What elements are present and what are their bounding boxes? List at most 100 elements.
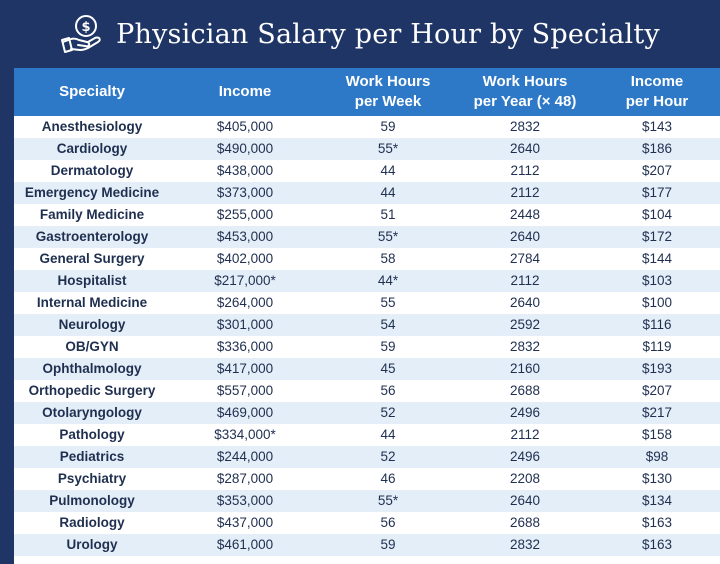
cell-income: $417,000 (216, 361, 274, 376)
cell-income-hour: $207 (641, 163, 673, 178)
cell-specialty: Otolaryngology (42, 405, 142, 420)
cell-hours-week: 59 (380, 339, 396, 354)
cell-income-hour: $193 (641, 361, 673, 376)
cell-hours-year: 2208 (509, 471, 541, 486)
cell-hours-week: 56 (380, 383, 396, 398)
table-row: Orthopedic Surgery $557,000 56 2688 $207 (14, 380, 720, 402)
cell-income: $217,000* (214, 273, 276, 288)
title-bar: $ Physician Salary per Hour by Specialty (0, 0, 720, 68)
table-row: Cardiology $490,000 55* 2640 $186 (14, 138, 720, 160)
table-row: Pathology $334,000* 44 2112 $158 (14, 424, 720, 446)
table-row: General Surgery $402,000 58 2784 $144 (14, 248, 720, 270)
cell-hours-week: 52 (380, 449, 396, 464)
cell-specialty: Neurology (58, 317, 126, 332)
cell-hours-week: 44 (380, 427, 396, 442)
cell-specialty: Emergency Medicine (24, 185, 160, 200)
table-row: Hospitalist $217,000* 44* 2112 $103 (14, 270, 720, 292)
cell-income-hour: $119 (642, 339, 672, 354)
cell-income: $402,000 (216, 251, 274, 266)
cell-income-hour: $144 (641, 251, 673, 266)
table-row: Pediatrics $244,000 52 2496 $98 (14, 446, 720, 468)
table-row: Family Medicine $255,000 51 2448 $104 (14, 204, 720, 226)
cell-income-hour: $134 (641, 493, 673, 508)
cell-income-hour: $103 (641, 273, 673, 288)
table-body: Anesthesiology $405,000 59 2832 $143 Cardiolo… (14, 116, 720, 556)
cell-hours-week: 59 (380, 119, 396, 134)
header-hours-week: Work Hours per Week (320, 68, 456, 116)
header-hours-year-line: Work Hours (482, 73, 568, 90)
cell-income-hour: $104 (641, 207, 673, 222)
cell-hours-week: 45 (380, 361, 396, 376)
table-header: Specialty Income Work Hours per Week Work Ho… (14, 68, 720, 116)
table-row: Radiology $437,000 56 2688 $163 (14, 512, 720, 534)
table-row: Neurology $301,000 54 2592 $116 (14, 314, 720, 336)
cell-income: $405,000 (216, 119, 274, 134)
cell-hours-year: 2160 (509, 361, 541, 376)
cell-specialty: Pulmonology (49, 493, 135, 508)
cell-hours-week: 55 (380, 295, 396, 310)
cell-hours-year: 2112 (510, 273, 540, 288)
header-income-line: Income (218, 83, 272, 100)
cell-hours-year: 2640 (509, 493, 541, 508)
cell-hours-week: 58 (380, 251, 396, 266)
header-specialty: Specialty (14, 68, 170, 116)
cell-income: $264,000 (216, 295, 274, 310)
cell-hours-week: 56 (380, 515, 396, 530)
cell-income-hour: $143 (641, 119, 673, 134)
cell-income-hour: $186 (641, 141, 673, 156)
cell-hours-year: 2112 (510, 185, 540, 200)
cell-income: $301,000 (216, 317, 274, 332)
cell-income-hour: $130 (641, 471, 673, 486)
cell-income: $373,000 (216, 185, 274, 200)
cell-income-hour: $172 (641, 229, 673, 244)
cell-hours-week: 55* (377, 229, 399, 244)
page-title: Physician Salary per Hour by Specialty (116, 18, 660, 50)
cell-specialty: Hospitalist (57, 273, 127, 288)
cell-income: $461,000 (216, 537, 274, 552)
svg-text:$: $ (82, 20, 91, 35)
table-row: Ophthalmology $417,000 45 2160 $193 (14, 358, 720, 380)
cell-specialty: Radiology (59, 515, 125, 530)
cell-specialty: Pediatrics (59, 449, 125, 464)
cell-hours-week: 51 (380, 207, 396, 222)
cell-hours-year: 2496 (509, 449, 541, 464)
cell-income: $244,000 (216, 449, 274, 464)
cell-specialty: Family Medicine (39, 207, 145, 222)
cell-specialty: Psychiatry (57, 471, 127, 486)
cell-income: $437,000 (216, 515, 274, 530)
cell-hours-week: 44* (377, 273, 399, 288)
cell-income: $255,000 (216, 207, 274, 222)
cell-hours-year: 2592 (509, 317, 541, 332)
cell-income-hour: $98 (645, 449, 669, 464)
cell-specialty: OB/GYN (65, 339, 119, 354)
cell-hours-week: 44 (380, 163, 396, 178)
header-hours-week-line: Work Hours (345, 73, 431, 90)
cell-income-hour: $177 (641, 185, 673, 200)
cell-specialty: Cardiology (56, 141, 128, 156)
cell-specialty: Dermatology (50, 163, 134, 178)
header-income: Income (170, 68, 320, 116)
cell-hours-year: 2688 (509, 383, 541, 398)
cell-income: $336,000 (216, 339, 274, 354)
cell-specialty: Pathology (59, 427, 125, 442)
cell-income: $287,000 (216, 471, 274, 486)
cell-hours-year: 2640 (509, 141, 541, 156)
cell-income: $453,000 (216, 229, 274, 244)
cell-hours-year: 2496 (509, 405, 541, 420)
cell-income: $469,000 (216, 405, 274, 420)
header-specialty-line: Specialty (59, 83, 125, 100)
table-row: Pulmonology $353,000 55* 2640 $134 (14, 490, 720, 512)
cell-income-hour: $158 (641, 427, 673, 442)
cell-hours-year: 2832 (509, 119, 541, 134)
table-row: Anesthesiology $405,000 59 2832 $143 (14, 116, 720, 138)
cell-income-hour: $163 (641, 515, 673, 530)
cell-income-hour: $100 (641, 295, 673, 310)
table-row: Psychiatry $287,000 46 2208 $130 (14, 468, 720, 490)
cell-hours-week: 55* (377, 141, 399, 156)
money-hand-icon: $ (61, 15, 101, 53)
table-row: OB/GYN $336,000 59 2832 $119 (14, 336, 720, 358)
cell-income: $353,000 (216, 493, 274, 508)
salary-table: Specialty Income Work Hours per Week Work Ho… (14, 68, 720, 556)
header-hours-year-line: per Year (× 48) (473, 93, 577, 110)
